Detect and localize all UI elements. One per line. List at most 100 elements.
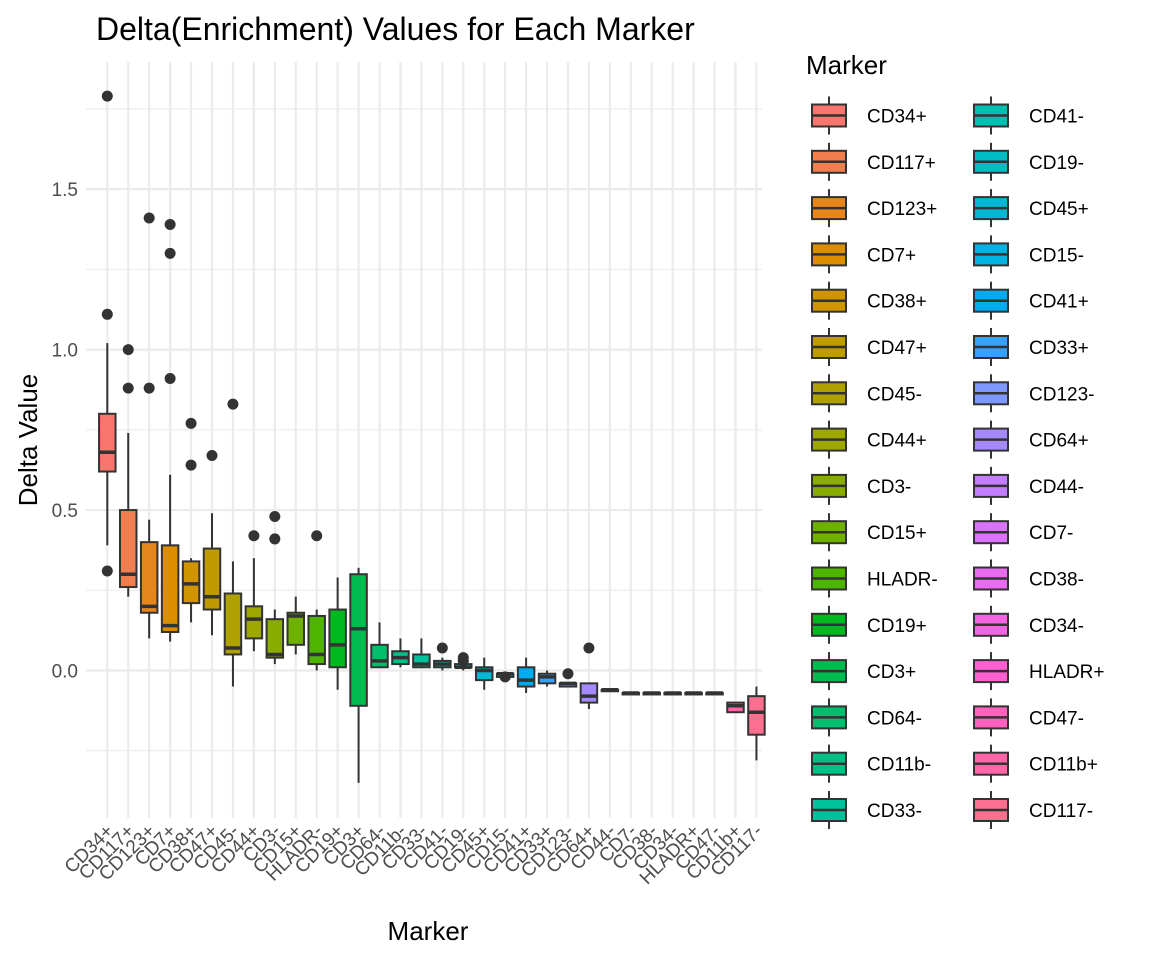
legend-label: CD41- xyxy=(1029,107,1084,128)
legend-item-CD15-: CD15- xyxy=(973,235,1084,274)
y-axis-ticks: 0.0 0.5 1.0 1.5 xyxy=(52,180,78,682)
box-CD117+ xyxy=(118,344,138,597)
outlier-point xyxy=(101,308,113,320)
legend-label: CD34+ xyxy=(867,107,927,128)
box-body xyxy=(244,605,264,640)
legend-label: CD38+ xyxy=(867,292,927,313)
box-body xyxy=(286,611,306,646)
chart-title: Delta(Enrichment) Values for Each Marker xyxy=(96,11,695,47)
legend-label: CD34- xyxy=(1029,616,1084,637)
box-CD45- xyxy=(223,398,243,687)
box-body xyxy=(516,666,536,688)
box-body xyxy=(265,618,285,659)
box-CD47+ xyxy=(202,449,222,636)
box-CD41+ xyxy=(516,657,536,693)
legend-label: CD64+ xyxy=(1029,431,1089,452)
box-CD34+ xyxy=(98,90,117,577)
legend-label: CD33+ xyxy=(1029,338,1089,359)
box-CD7+ xyxy=(160,218,180,642)
box-CD19- xyxy=(454,652,473,671)
legend-label: CD38- xyxy=(1029,570,1084,591)
box-CD3+ xyxy=(349,567,368,783)
outlier-point xyxy=(185,417,197,429)
legend-label: CD41+ xyxy=(1029,292,1089,313)
legend-item-CD41-: CD41- xyxy=(973,96,1084,135)
legend-item-CD19-: CD19- xyxy=(973,142,1084,181)
outlier-point xyxy=(122,344,134,356)
legend-item-CD117+: CD117+ xyxy=(811,142,936,181)
outlier-point xyxy=(457,655,469,667)
legend-label: CD117- xyxy=(1029,801,1093,822)
outlier-point xyxy=(562,668,574,680)
legend-label: HLADR+ xyxy=(1029,662,1105,683)
boxes xyxy=(98,90,766,783)
legend-item-CD11b-: CD11b- xyxy=(811,744,931,783)
box-CD47- xyxy=(705,691,724,696)
legend-item-CD44+: CD44+ xyxy=(811,420,927,459)
box-CD44- xyxy=(600,688,620,693)
legend-label: CD123- xyxy=(1029,384,1094,405)
legend-item-CD3+: CD3+ xyxy=(811,652,916,691)
box-body xyxy=(328,608,347,669)
legend-item-CD47-: CD47- xyxy=(973,698,1084,737)
legend-item-CD34+: CD34+ xyxy=(811,96,927,135)
outlier-point xyxy=(206,449,218,461)
box-body xyxy=(223,592,243,656)
outlier-point xyxy=(122,382,134,394)
box-body xyxy=(747,695,766,736)
box-CD123- xyxy=(558,668,578,688)
outlier-point xyxy=(269,510,281,522)
outlier-point xyxy=(164,247,176,259)
box-CD3- xyxy=(265,510,285,665)
legend-item-CD47+: CD47+ xyxy=(811,328,927,366)
legend-item-CD64-: CD64- xyxy=(811,698,922,737)
box-CD41- xyxy=(433,642,452,671)
legend-item-CD7-: CD7- xyxy=(973,513,1073,552)
legend-item-CD38+: CD38+ xyxy=(811,281,927,320)
legend-item-CD41+: CD41+ xyxy=(973,281,1089,320)
grid xyxy=(86,62,762,818)
box-CD34- xyxy=(663,691,682,696)
box-CD33+ xyxy=(537,670,557,687)
legend-label: CD47- xyxy=(1029,708,1084,729)
box-CD33- xyxy=(412,638,431,669)
box-CD117- xyxy=(747,686,766,761)
legend-label: CD19- xyxy=(1029,153,1084,174)
box-CD7- xyxy=(621,691,641,696)
outlier-point xyxy=(248,530,260,542)
box-CD11b+ xyxy=(726,701,745,714)
box-body xyxy=(160,544,180,633)
legend-label: CD15+ xyxy=(867,523,927,544)
legend-item-HLADR-: HLADR- xyxy=(811,559,938,598)
legend-label: CD47+ xyxy=(867,338,927,359)
box-CD123+ xyxy=(139,212,159,639)
box-body xyxy=(370,643,389,669)
outlier-point xyxy=(269,533,281,545)
legend-label: CD11b+ xyxy=(1029,755,1098,776)
legend-title: Marker xyxy=(806,50,887,80)
box-HLADR- xyxy=(307,530,326,671)
outlier-point xyxy=(143,212,155,224)
outlier-point xyxy=(499,671,511,683)
legend: CD34+ CD117+ CD123+ CD7+ CD38+ CD47+ CD45- CD44… xyxy=(811,96,1105,829)
box-CD15- xyxy=(495,671,515,683)
box-body xyxy=(118,509,138,589)
legend-label: CD7- xyxy=(1029,523,1073,544)
legend-item-CD7+: CD7+ xyxy=(811,235,916,274)
outlier-point xyxy=(436,642,448,654)
box-body xyxy=(139,541,159,614)
box-body xyxy=(98,412,117,473)
outlier-point xyxy=(227,398,239,410)
legend-item-CD34-: CD34- xyxy=(973,605,1084,644)
legend-item-CD15+: CD15+ xyxy=(811,513,927,552)
y-tick-label: 1.5 xyxy=(52,180,78,201)
legend-item-CD11b+: CD11b+ xyxy=(973,744,1098,783)
legend-item-CD33-: CD33- xyxy=(811,791,922,829)
legend-label: CD44- xyxy=(1029,477,1084,498)
legend-item-HLADR+: HLADR+ xyxy=(973,652,1105,691)
legend-label: CD3- xyxy=(867,477,911,498)
box-HLADR+ xyxy=(684,691,703,696)
box-CD44+ xyxy=(244,530,264,652)
box-CD64+ xyxy=(579,642,599,710)
